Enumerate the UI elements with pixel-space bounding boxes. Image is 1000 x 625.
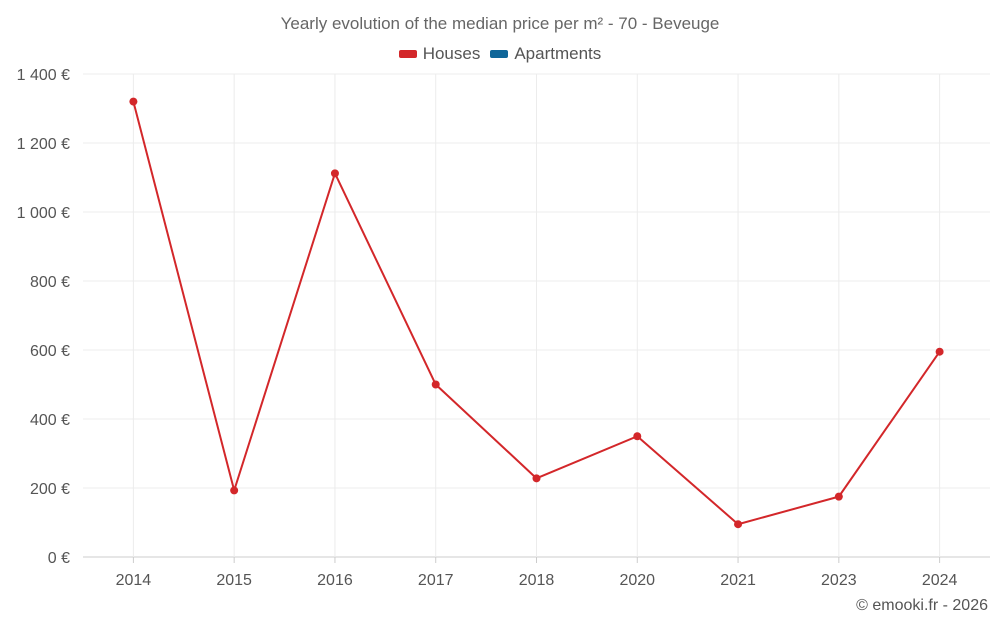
data-point (431, 380, 440, 389)
x-tick-label: 2018 (519, 572, 555, 589)
legend-item-apartments[interactable]: Apartments (490, 44, 601, 64)
y-tick-label: 200 € (30, 481, 70, 498)
x-tick-label: 2017 (418, 572, 454, 589)
y-tick-label: 600 € (30, 343, 70, 360)
x-tick-label: 2020 (619, 572, 655, 589)
x-tick-label: 2016 (317, 572, 353, 589)
y-tick-label: 1 200 € (17, 136, 70, 153)
x-tick-label: 2023 (821, 572, 857, 589)
data-point (834, 492, 843, 501)
x-tick-label: 2021 (720, 572, 756, 589)
legend-item-houses[interactable]: Houses (398, 44, 481, 64)
copyright-credit: © emooki.fr - 2026 (856, 597, 988, 614)
data-point (532, 474, 541, 483)
y-tick-label: 0 € (48, 550, 70, 567)
y-tick-label: 400 € (30, 412, 70, 429)
y-tick-label: 800 € (30, 274, 70, 291)
chart-legend: Houses Apartments (0, 44, 1000, 64)
x-tick-label: 2014 (116, 572, 152, 589)
legend-swatch-apartments (490, 50, 509, 58)
x-tick-label: 2015 (216, 572, 252, 589)
data-point (633, 432, 642, 441)
data-point (330, 169, 339, 178)
legend-label-apartments: Apartments (514, 44, 602, 63)
data-point (129, 97, 138, 106)
y-tick-label: 1 400 € (17, 67, 70, 84)
data-point (935, 347, 944, 356)
y-tick-label: 1 000 € (17, 205, 70, 222)
x-tick-label: 2024 (922, 572, 958, 589)
legend-label-houses: Houses (422, 44, 481, 63)
data-point (230, 486, 239, 495)
data-point (734, 520, 743, 529)
chart-title: Yearly evolution of the median price per… (280, 14, 720, 33)
legend-swatch-houses (398, 50, 417, 58)
